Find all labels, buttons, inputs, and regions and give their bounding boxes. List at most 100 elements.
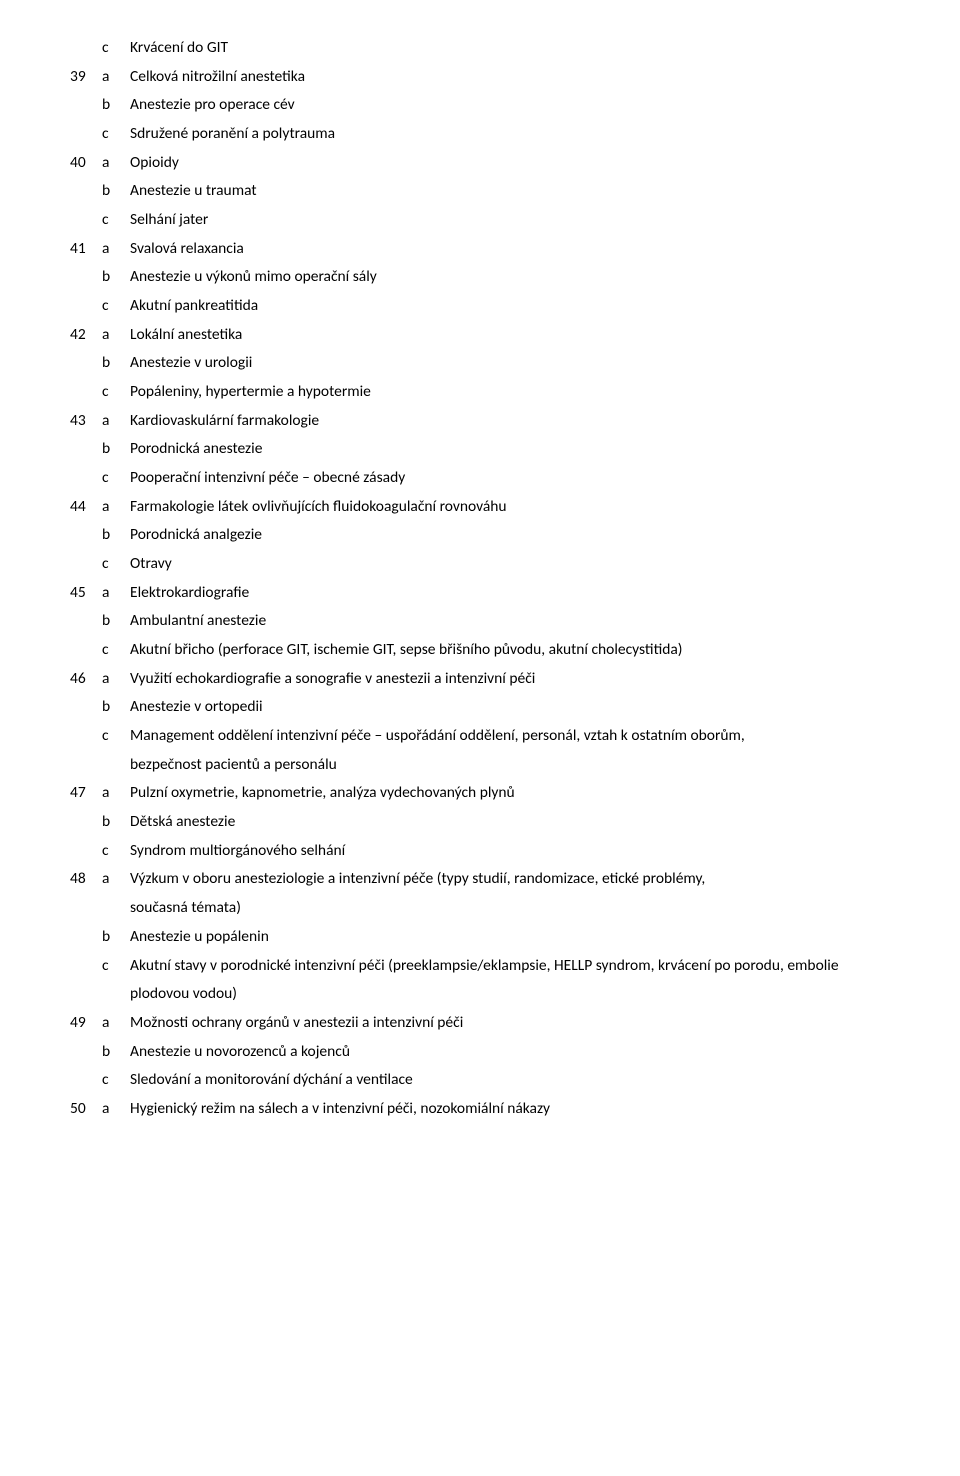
item-text: Anestezie u popálenin xyxy=(130,923,890,952)
item-letter: a xyxy=(102,1095,130,1124)
list-item: cOtravy xyxy=(70,550,890,579)
item-text: Možnosti ochrany orgánů v anestezii a in… xyxy=(130,1009,890,1038)
item-number: 46 xyxy=(70,665,102,694)
list-item: 45aElektrokardiografie xyxy=(70,579,890,608)
item-number: 47 xyxy=(70,779,102,808)
item-letter: a xyxy=(102,235,130,264)
item-text: Anestezie v urologii xyxy=(130,349,890,378)
list-item: cSdružené poranění a polytrauma xyxy=(70,120,890,149)
list-item: bAnestezie v urologii xyxy=(70,349,890,378)
item-text: Svalová relaxancia xyxy=(130,235,890,264)
item-letter: c xyxy=(102,1066,130,1095)
list-item: 42aLokální anestetika xyxy=(70,321,890,350)
item-text: Popáleniny, hypertermie a hypotermie xyxy=(130,378,890,407)
item-number: 48 xyxy=(70,865,102,894)
list-item: 44aFarmakologie látek ovlivňujících flui… xyxy=(70,493,890,522)
list-item: 41aSvalová relaxancia xyxy=(70,235,890,264)
item-text: Sdružené poranění a polytrauma xyxy=(130,120,890,149)
list-item: 40aOpioidy xyxy=(70,149,890,178)
item-text: Anestezie u novorozenců a kojenců xyxy=(130,1038,890,1067)
list-item: cManagement oddělení intenzivní péče – u… xyxy=(70,722,890,779)
item-number: 42 xyxy=(70,321,102,350)
list-item: 50aHygienický režim na sálech a v intenz… xyxy=(70,1095,890,1124)
item-letter: b xyxy=(102,607,130,636)
item-text: Selhání jater xyxy=(130,206,890,235)
item-text: Výzkum v oboru anesteziologie a intenziv… xyxy=(130,865,890,922)
item-text: Kardiovaskulární farmakologie xyxy=(130,407,890,436)
item-letter: b xyxy=(102,91,130,120)
item-letter: c xyxy=(102,464,130,493)
item-text: Anestezie pro operace cév xyxy=(130,91,890,120)
item-text: Pooperační intenzivní péče – obecné zása… xyxy=(130,464,890,493)
item-number: 41 xyxy=(70,235,102,264)
item-text: Ambulantní anestezie xyxy=(130,607,890,636)
list-item: 47aPulzní oxymetrie, kapnometrie, analýz… xyxy=(70,779,890,808)
document-page: cKrvácení do GIT39aCelková nitrožilní an… xyxy=(0,0,960,1164)
item-letter: b xyxy=(102,177,130,206)
list-item: 49aMožnosti ochrany orgánů v anestezii a… xyxy=(70,1009,890,1038)
list-item: cAkutní pankreatitida xyxy=(70,292,890,321)
item-text: Anestezie u výkonů mimo operační sály xyxy=(130,263,890,292)
list-item: bDětská anestezie xyxy=(70,808,890,837)
item-text: Porodnická analgezie xyxy=(130,521,890,550)
list-item: cAkutní břicho (perforace GIT, ischemie … xyxy=(70,636,890,665)
item-text: Akutní stavy v porodnické intenzivní péč… xyxy=(130,952,890,1009)
item-letter: c xyxy=(102,837,130,866)
item-letter: a xyxy=(102,665,130,694)
list-item: bAmbulantní anestezie xyxy=(70,607,890,636)
item-text: Krvácení do GIT xyxy=(130,34,890,63)
list-item: cSyndrom multiorgánového selhání xyxy=(70,837,890,866)
item-letter: b xyxy=(102,349,130,378)
item-letter: b xyxy=(102,808,130,837)
item-letter: b xyxy=(102,521,130,550)
list-item: bAnestezie pro operace cév xyxy=(70,91,890,120)
list-item: cSledování a monitorování dýchání a vent… xyxy=(70,1066,890,1095)
list-item: bPorodnická anestezie xyxy=(70,435,890,464)
item-letter: c xyxy=(102,722,130,751)
item-letter: c xyxy=(102,120,130,149)
item-text: Management oddělení intenzivní péče – us… xyxy=(130,722,890,779)
list-item: 43aKardiovaskulární farmakologie xyxy=(70,407,890,436)
item-letter: c xyxy=(102,206,130,235)
item-letter: a xyxy=(102,779,130,808)
item-text: Otravy xyxy=(130,550,890,579)
item-letter: c xyxy=(102,952,130,981)
item-letter: c xyxy=(102,636,130,665)
item-number: 40 xyxy=(70,149,102,178)
list-item: cAkutní stavy v porodnické intenzivní pé… xyxy=(70,952,890,1009)
item-text: Farmakologie látek ovlivňujících fluidok… xyxy=(130,493,890,522)
item-number: 50 xyxy=(70,1095,102,1124)
list-item: 48aVýzkum v oboru anesteziologie a inten… xyxy=(70,865,890,922)
item-letter: a xyxy=(102,865,130,894)
item-text: Opioidy xyxy=(130,149,890,178)
item-letter: a xyxy=(102,1009,130,1038)
item-text: Syndrom multiorgánového selhání xyxy=(130,837,890,866)
list-item: cPooperační intenzivní péče – obecné zás… xyxy=(70,464,890,493)
list-item: 39aCelková nitrožilní anestetika xyxy=(70,63,890,92)
item-text: Elektrokardiografie xyxy=(130,579,890,608)
item-text: Akutní břicho (perforace GIT, ischemie G… xyxy=(130,636,890,665)
list-item: bPorodnická analgezie xyxy=(70,521,890,550)
item-letter: a xyxy=(102,321,130,350)
item-text: Sledování a monitorování dýchání a venti… xyxy=(130,1066,890,1095)
list-item: cSelhání jater xyxy=(70,206,890,235)
item-letter: a xyxy=(102,63,130,92)
item-number: 44 xyxy=(70,493,102,522)
item-text: Využití echokardiografie a sonografie v … xyxy=(130,665,890,694)
item-letter: c xyxy=(102,550,130,579)
list-item: 46aVyužití echokardiografie a sonografie… xyxy=(70,665,890,694)
item-letter: b xyxy=(102,1038,130,1067)
item-number: 43 xyxy=(70,407,102,436)
item-letter: a xyxy=(102,149,130,178)
list-item: cPopáleniny, hypertermie a hypotermie xyxy=(70,378,890,407)
item-text: Anestezie v ortopedii xyxy=(130,693,890,722)
list-item: bAnestezie v ortopedii xyxy=(70,693,890,722)
item-number: 49 xyxy=(70,1009,102,1038)
item-text: Dětská anestezie xyxy=(130,808,890,837)
item-text: Anestezie u traumat xyxy=(130,177,890,206)
item-letter: a xyxy=(102,493,130,522)
item-letter: a xyxy=(102,407,130,436)
list-item: bAnestezie u novorozenců a kojenců xyxy=(70,1038,890,1067)
item-letter: b xyxy=(102,923,130,952)
item-letter: c xyxy=(102,34,130,63)
